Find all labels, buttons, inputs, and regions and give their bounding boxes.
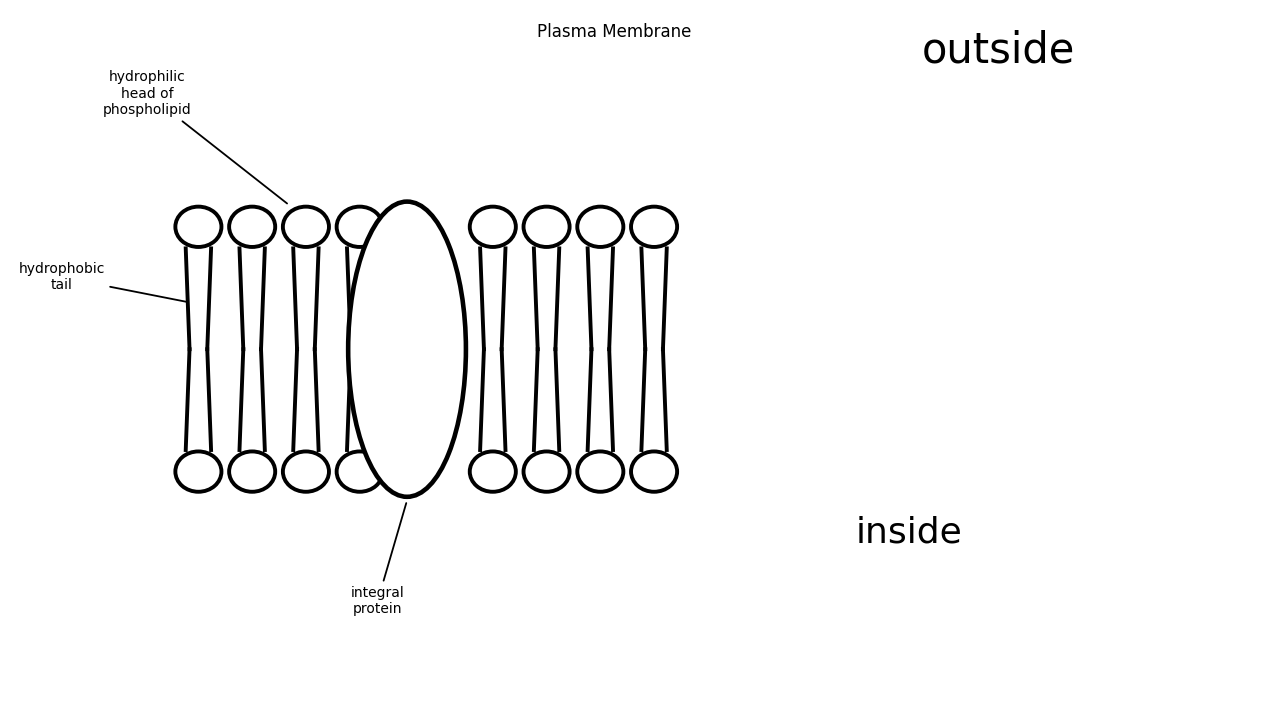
Text: hydrophobic
tail: hydrophobic tail — [18, 262, 187, 302]
Ellipse shape — [283, 451, 329, 492]
Ellipse shape — [348, 202, 466, 497]
Ellipse shape — [577, 451, 623, 492]
Text: Plasma Membrane: Plasma Membrane — [538, 24, 691, 42]
Ellipse shape — [470, 451, 516, 492]
Ellipse shape — [631, 207, 677, 247]
Text: inside: inside — [855, 516, 963, 550]
Ellipse shape — [631, 451, 677, 492]
Ellipse shape — [337, 207, 383, 247]
Ellipse shape — [229, 207, 275, 247]
Text: hydrophilic
head of
phospholipid: hydrophilic head of phospholipid — [102, 71, 287, 204]
Ellipse shape — [175, 451, 221, 492]
Ellipse shape — [524, 451, 570, 492]
Ellipse shape — [283, 207, 329, 247]
Ellipse shape — [577, 207, 623, 247]
Text: integral
protein: integral protein — [351, 503, 406, 616]
Ellipse shape — [175, 207, 221, 247]
Ellipse shape — [337, 451, 383, 492]
Ellipse shape — [524, 207, 570, 247]
Ellipse shape — [229, 451, 275, 492]
Ellipse shape — [470, 207, 516, 247]
Text: outside: outside — [922, 30, 1075, 71]
